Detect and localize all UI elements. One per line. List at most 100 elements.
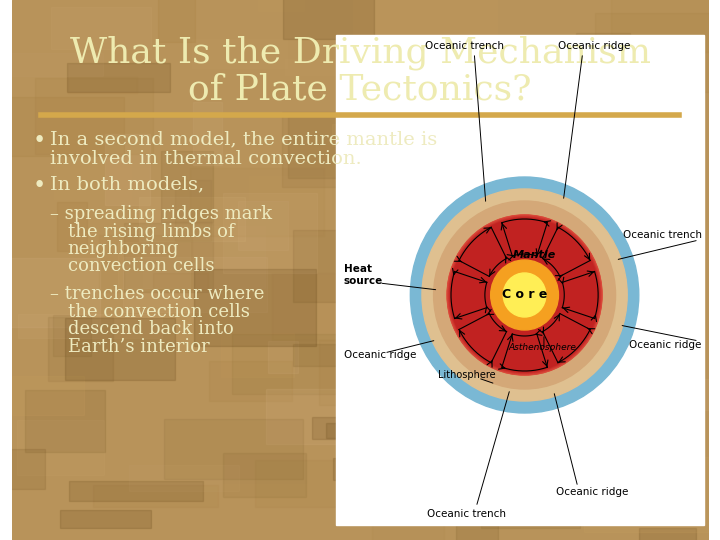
Bar (438, 517, 477, 540)
Bar (443, 433, 578, 467)
Bar (608, 379, 720, 410)
Bar (51, 8, 150, 49)
Bar (68, 63, 170, 92)
Bar (93, 485, 218, 507)
Text: Lithosphere: Lithosphere (438, 370, 495, 380)
Bar (192, 39, 287, 68)
Text: Oceanic ridge: Oceanic ridge (556, 487, 629, 497)
Bar (443, 507, 551, 525)
Bar (540, 438, 573, 488)
Bar (255, 460, 377, 507)
Text: the convection cells: the convection cells (68, 303, 250, 321)
Bar (238, 201, 288, 250)
Bar (448, 410, 489, 428)
Bar (56, 202, 87, 251)
Bar (223, 453, 306, 497)
Bar (288, 116, 385, 178)
Bar (107, 0, 141, 67)
Circle shape (449, 217, 600, 373)
Text: – spreading ridges mark: – spreading ridges mark (50, 205, 272, 223)
Bar (222, 333, 294, 377)
Bar (60, 510, 150, 528)
Text: Heat
source: Heat source (343, 264, 383, 286)
Bar (579, 277, 613, 298)
Text: Oceanic trench: Oceanic trench (427, 509, 506, 519)
Bar (143, 226, 265, 288)
Circle shape (448, 215, 601, 374)
Circle shape (447, 215, 602, 375)
Bar (210, 361, 292, 401)
Bar (585, 457, 720, 532)
Bar (161, 151, 213, 221)
Circle shape (451, 218, 599, 372)
Text: •: • (33, 130, 46, 152)
Bar (139, 197, 246, 241)
Bar (153, 273, 208, 291)
Circle shape (450, 218, 599, 372)
Bar (210, 484, 353, 503)
Bar (539, 109, 645, 148)
Bar (1, 449, 45, 489)
Bar (68, 77, 138, 93)
Bar (377, 46, 426, 106)
Bar (585, 76, 701, 119)
Circle shape (451, 219, 598, 371)
Text: Oceanic ridge: Oceanic ridge (343, 350, 416, 360)
Circle shape (450, 218, 599, 372)
Bar (190, 168, 325, 237)
Circle shape (422, 189, 627, 401)
Circle shape (491, 260, 559, 330)
Bar (24, 390, 104, 452)
Bar (419, 113, 503, 191)
Bar (298, 505, 348, 529)
Bar (617, 250, 651, 316)
Bar (65, 318, 175, 380)
Bar (606, 72, 664, 149)
Bar (403, 474, 502, 503)
Bar (118, 242, 190, 288)
Bar (333, 458, 415, 480)
Bar (53, 315, 91, 356)
Bar (258, 0, 305, 11)
Bar (54, 159, 131, 199)
Text: involved in thermal convection.: involved in thermal convection. (50, 150, 362, 168)
Bar (595, 13, 720, 92)
Text: Oceanic trench: Oceanic trench (425, 41, 504, 51)
Text: Earth’s interior: Earth’s interior (68, 338, 210, 356)
Bar (481, 494, 580, 528)
Circle shape (449, 217, 600, 373)
Bar (377, 447, 423, 491)
Bar (48, 317, 113, 381)
Circle shape (449, 217, 600, 373)
Bar (271, 273, 340, 340)
Text: •: • (33, 175, 46, 197)
Bar (69, 481, 203, 501)
Bar (628, 223, 702, 261)
Bar (268, 341, 298, 373)
Circle shape (410, 177, 639, 413)
Bar (343, 326, 462, 372)
Bar (364, 251, 483, 316)
Bar (537, 280, 618, 347)
Text: Oceanic ridge: Oceanic ridge (558, 41, 631, 51)
Bar (158, 0, 194, 42)
Bar (520, 282, 584, 328)
Circle shape (450, 218, 599, 372)
Circle shape (448, 216, 601, 374)
Bar (354, 484, 483, 524)
Bar (1, 258, 100, 327)
Bar (426, 127, 557, 159)
Bar (293, 344, 408, 366)
Bar (35, 78, 153, 154)
Bar (319, 340, 415, 404)
Bar (463, 364, 588, 411)
Circle shape (449, 218, 600, 373)
Circle shape (449, 217, 600, 373)
Circle shape (449, 217, 600, 374)
Bar (372, 503, 444, 540)
Bar (99, 234, 192, 292)
Bar (19, 314, 163, 339)
Text: neighboring: neighboring (68, 240, 179, 258)
Bar (194, 269, 316, 346)
Bar (164, 419, 303, 479)
